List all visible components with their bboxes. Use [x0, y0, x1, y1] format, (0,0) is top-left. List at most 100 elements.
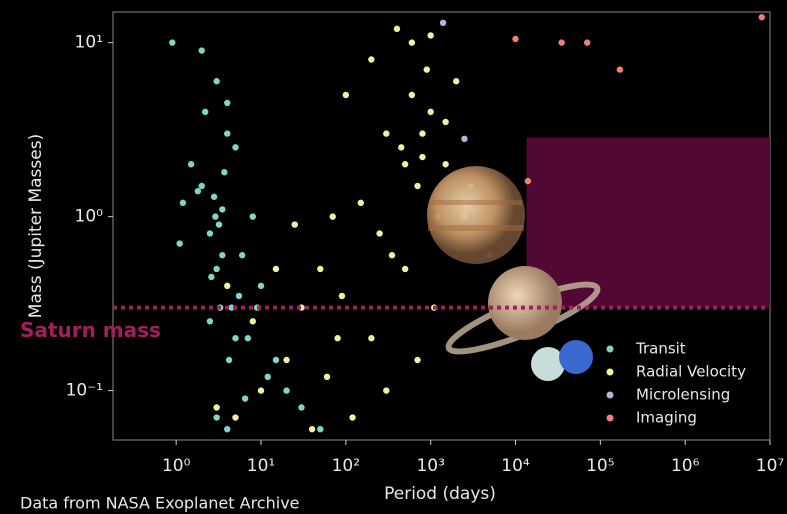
point [442, 161, 448, 167]
point [317, 426, 323, 432]
point [427, 109, 433, 115]
point [180, 200, 186, 206]
point [383, 387, 389, 393]
legend-marker [607, 346, 614, 353]
point [258, 283, 264, 289]
point [212, 213, 218, 219]
point [221, 169, 227, 175]
point [419, 130, 425, 136]
point [558, 39, 564, 45]
point [427, 32, 433, 38]
point [199, 47, 205, 53]
point [349, 414, 355, 420]
point [512, 36, 518, 42]
point [309, 426, 315, 432]
legend-marker [607, 415, 614, 422]
x-tick-label: 10⁶ [671, 456, 700, 476]
point [402, 266, 408, 272]
point [202, 109, 208, 115]
point [226, 357, 232, 363]
point [283, 387, 289, 393]
point [414, 183, 420, 189]
x-tick-label: 10⁴ [501, 456, 530, 476]
source-note: Data from NASA Exoplanet Archive [20, 494, 300, 513]
legend-marker [607, 369, 614, 376]
x-tick-label: 10³ [416, 456, 444, 476]
point [224, 426, 230, 432]
point [398, 144, 404, 150]
point [334, 335, 340, 341]
legend-label: Radial Velocity [636, 363, 746, 381]
point [358, 200, 364, 206]
point [232, 144, 238, 150]
point [188, 161, 194, 167]
point [207, 318, 213, 324]
point [324, 374, 330, 380]
point [273, 357, 279, 363]
point [292, 221, 298, 227]
point [219, 206, 225, 212]
point [339, 293, 345, 299]
point [394, 26, 400, 32]
point [317, 266, 323, 272]
point [232, 335, 238, 341]
point [224, 100, 230, 106]
chart: 10⁰10¹10²10³10⁴10⁵10⁶10⁷10⁻¹10⁰10¹Saturn… [0, 0, 787, 514]
point [245, 335, 251, 341]
point [389, 252, 395, 258]
point [224, 130, 230, 136]
y-tick-label: 10⁰ [75, 207, 104, 227]
y-axis-label: Mass (Jupiter Masses) [26, 134, 46, 318]
point [409, 39, 415, 45]
point [273, 266, 279, 272]
point [440, 20, 446, 26]
point [219, 252, 225, 258]
region [527, 137, 770, 307]
legend-label: Transit [635, 340, 686, 358]
point [258, 387, 264, 393]
reference-label: Saturn mass [20, 318, 161, 342]
point [224, 283, 230, 289]
point [213, 78, 219, 84]
point [424, 66, 430, 72]
point [525, 178, 531, 184]
point [298, 404, 304, 410]
point [239, 252, 245, 258]
point [402, 161, 408, 167]
point [453, 78, 459, 84]
point [208, 274, 214, 280]
legend-marker [607, 392, 614, 399]
point [232, 414, 238, 420]
point [250, 318, 256, 324]
point [368, 56, 374, 62]
point [195, 188, 201, 194]
point [283, 357, 289, 363]
point [213, 414, 219, 420]
point [759, 14, 765, 20]
x-axis-label: Period (days) [384, 484, 496, 504]
point [461, 136, 467, 142]
point [211, 194, 217, 200]
point [414, 357, 420, 363]
point [383, 130, 389, 136]
legend-label: Microlensing [636, 386, 730, 404]
point [409, 92, 415, 98]
y-tick-label: 10¹ [75, 33, 103, 53]
x-tick-label: 10⁵ [586, 456, 614, 476]
point [419, 154, 425, 160]
point [329, 213, 335, 219]
point [213, 266, 219, 272]
point [584, 39, 590, 45]
legend-label: Imaging [636, 409, 697, 427]
point [442, 119, 448, 125]
x-tick-label: 10⁷ [756, 456, 785, 476]
point [265, 374, 271, 380]
x-tick-label: 10² [332, 456, 360, 476]
point [250, 213, 256, 219]
point [199, 183, 205, 189]
point [343, 92, 349, 98]
y-tick-label: 10⁻¹ [66, 381, 103, 401]
point [376, 230, 382, 236]
x-tick-label: 10¹ [247, 456, 275, 476]
point [176, 240, 182, 246]
